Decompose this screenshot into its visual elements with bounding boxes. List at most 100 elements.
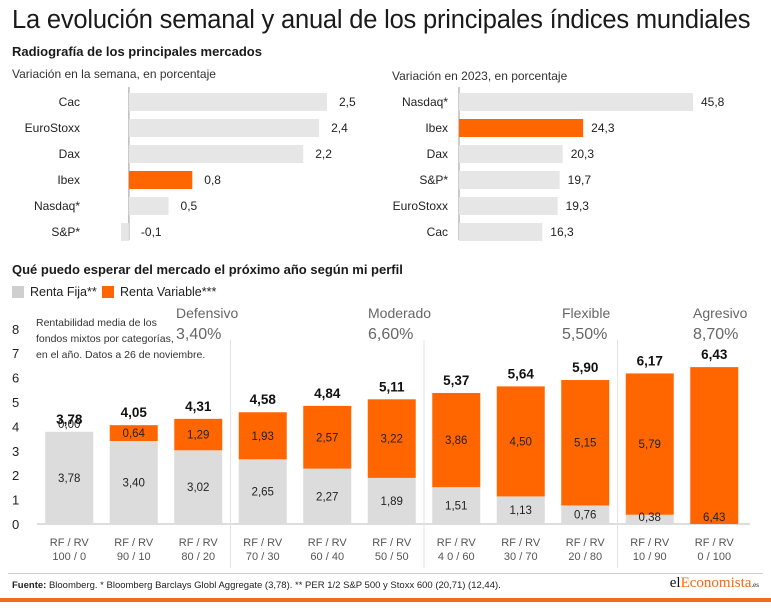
weekly-value-label: -0,1: [141, 225, 162, 239]
weekly-category-label: Ibex: [57, 173, 80, 187]
rv-bar: [174, 418, 223, 451]
weekly-category-label: S&P*: [51, 225, 80, 239]
annual-bar: [459, 145, 563, 163]
y-tick-label: 1: [12, 493, 19, 508]
y-tick-label: 8: [12, 322, 19, 337]
profile-value-label: 5,50%: [562, 326, 607, 343]
rf-bar: [367, 477, 416, 524]
category-label-line2: 30 / 70: [504, 551, 538, 563]
rv-value-label: 0,64: [123, 428, 146, 440]
rf-bar: [432, 487, 481, 524]
rf-value-label: 0,38: [639, 512, 661, 524]
weekly-bar: [128, 93, 327, 111]
profile-value-label: 3,40%: [176, 326, 221, 343]
rv-bar: [561, 380, 610, 506]
profile-stacked-chart: 0 1 2 3 4 5 6 7 8 Defensivo 3,40% Moderado 6,60% Flex…: [12, 305, 750, 568]
total-value-label: 4,84: [314, 386, 341, 401]
category-label-line1: RF / RV: [50, 537, 90, 549]
rf-value-label: 2,65: [252, 487, 274, 499]
annual-category-label: S&P*: [419, 173, 448, 187]
y-tick-label: 0: [12, 517, 19, 532]
annual-value-label: 45,8: [701, 95, 725, 109]
rv-bar: [690, 367, 739, 524]
legend-rv-label: Renta Variable***: [120, 285, 217, 299]
rv-value-label: 4,50: [510, 436, 532, 448]
weekly-value-label: 0,8: [204, 173, 221, 187]
bottom-accent-bar: [0, 598, 771, 602]
category-label-line1: RF / RV: [308, 537, 348, 549]
total-value-label: 5,37: [443, 373, 469, 388]
weekly-value-label: 2,4: [331, 121, 348, 135]
category-label-line2: 4 0 / 60: [438, 551, 475, 563]
annual-value-label: 19,7: [568, 173, 592, 187]
legend-rv: Renta Variable***: [102, 285, 216, 299]
rf-bar: [45, 431, 94, 524]
rf-bar: [496, 496, 545, 524]
category-label-line2: 50 / 50: [375, 551, 409, 563]
category-label-line2: 10 / 90: [633, 551, 667, 563]
weekly-chart-subtitle: Variación en la semana, en porcentaje: [12, 67, 216, 81]
profile-value-label: 8,70%: [693, 326, 738, 343]
weekly-bar: [128, 197, 169, 215]
rv-bar: [625, 373, 674, 515]
category-label-line1: RF / RV: [179, 537, 219, 549]
weekly-bar: [128, 171, 193, 189]
brand-pre: el: [669, 575, 681, 591]
rf-value-label: 3,40: [123, 478, 145, 490]
rv-value-label: 5,15: [574, 438, 596, 450]
category-label-line1: RF / RV: [437, 537, 477, 549]
category-label-line2: 70 / 30: [246, 551, 280, 563]
rf-value-label: 2,27: [316, 491, 338, 503]
total-value-label: 5,11: [379, 379, 405, 394]
chart-note-line: Rentabilidad media de los: [36, 317, 157, 329]
category-label-line1: RF / RV: [695, 537, 735, 549]
rf-bar: [238, 459, 287, 524]
rv-bar: [238, 412, 287, 460]
rf-value-label: 3,02: [187, 482, 209, 494]
section-title-markets: Radiografía de los principales mercados: [12, 44, 262, 59]
rf-bar: [303, 468, 352, 524]
weekly-bar: [128, 145, 304, 163]
total-value-label: 4,31: [185, 399, 212, 414]
rv-bar: [432, 392, 481, 488]
weekly-category-label: Cac: [59, 95, 80, 109]
footer-source: Fuente: Bloomberg. * Bloomberg Barclays …: [12, 580, 501, 591]
rv-value-label: 6,43: [703, 512, 725, 524]
rf-value-label: 1,89: [381, 496, 403, 508]
rf-value-label: 0,76: [574, 510, 596, 522]
rv-bar: [367, 399, 416, 478]
total-value-label: 6,43: [701, 347, 728, 362]
annual-category-label: Nasdaq*: [402, 95, 448, 109]
rf-bar: [174, 450, 223, 524]
annual-value-label: 20,3: [571, 147, 595, 161]
weekly-bar: [121, 223, 129, 241]
category-label-line1: RF / RV: [243, 537, 283, 549]
y-tick-label: 6: [12, 371, 19, 386]
chart-note-line: en el año. Datos a 26 de noviembre.: [36, 349, 205, 361]
rv-value-label: 0,00: [58, 419, 80, 431]
weekly-category-label: EuroStoxx: [25, 121, 80, 135]
total-value-label: 4,58: [250, 392, 277, 407]
annual-category-label: Cac: [427, 225, 448, 239]
annual-category-label: EuroStoxx: [393, 199, 448, 213]
y-tick-label: 7: [12, 346, 19, 361]
weekly-value-label: 0,5: [181, 199, 198, 213]
source-label: Fuente:: [12, 580, 47, 591]
annual-value-label: 16,3: [550, 225, 574, 239]
brand-suffix: .es: [751, 581, 759, 589]
section-title-profile: Qué puedo esperar del mercado el próximo…: [12, 262, 403, 277]
total-value-label: 4,05: [121, 405, 148, 420]
weekly-value-label: 2,2: [315, 147, 332, 161]
legend-rv-swatch: [102, 286, 114, 298]
rv-value-label: 1,93: [252, 431, 274, 443]
category-label-line2: 60 / 40: [310, 551, 344, 563]
rv-bar: [109, 425, 158, 442]
rf-value-label: 3,78: [58, 473, 80, 485]
profile-name-label: Agresivo: [693, 305, 748, 321]
rf-value-label: 1,51: [445, 501, 467, 513]
total-value-label: 6,17: [637, 353, 663, 368]
y-tick-label: 2: [12, 468, 19, 483]
total-value-label: 5,90: [572, 360, 598, 375]
brand-accent: Economista: [680, 575, 752, 591]
rv-value-label: 3,22: [381, 434, 403, 446]
